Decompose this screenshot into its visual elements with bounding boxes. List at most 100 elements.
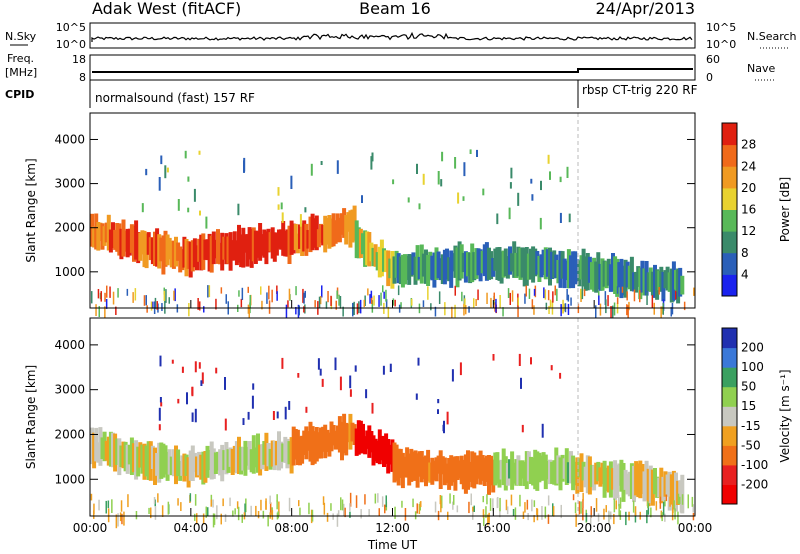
data-cell: [390, 251, 395, 289]
data-cell: [468, 252, 473, 284]
data-cell: [190, 445, 195, 481]
data-cell: [606, 258, 611, 286]
speckle: [590, 506, 592, 518]
speckle: [173, 290, 175, 301]
speckle: [367, 288, 369, 296]
speckle: [580, 288, 582, 299]
data-cell: [560, 454, 565, 482]
data-cell: [623, 469, 628, 490]
speckle: [276, 494, 278, 503]
data-cell: [424, 249, 428, 284]
speckle: [336, 290, 338, 299]
speckle: [249, 295, 251, 309]
speckle: [341, 499, 344, 511]
upper-echo: [392, 179, 395, 185]
data-cell: [178, 246, 183, 273]
upper-echo: [201, 372, 204, 384]
data-cell: [535, 451, 540, 491]
upper-echo: [193, 188, 196, 202]
speckle: [616, 297, 619, 304]
upper-echo: [242, 418, 245, 425]
upper-echo: [530, 357, 532, 365]
data-cell: [678, 267, 683, 297]
data-cell: [153, 231, 157, 266]
data-cell: [174, 236, 178, 267]
speckle: [659, 496, 662, 509]
speckle: [499, 295, 501, 309]
speckle: [598, 295, 600, 305]
speckle: [519, 494, 521, 507]
data-cell: [136, 232, 141, 264]
data-cell: [180, 455, 185, 476]
colorbar-cell: [722, 464, 737, 485]
data-cell: [457, 460, 462, 479]
data-cell: [680, 474, 685, 514]
near-range-speckle: [91, 149, 695, 320]
data-cell: [218, 449, 223, 476]
data-cell: [205, 445, 210, 478]
speckle: [671, 507, 674, 521]
speckle: [276, 500, 278, 510]
data-cell: [671, 470, 676, 507]
speckle: [93, 503, 95, 514]
data-cell: [361, 423, 365, 454]
y-tick-label: 4000: [54, 132, 85, 146]
speckle: [165, 289, 167, 303]
speckle: [358, 301, 360, 314]
data-cell: [379, 435, 384, 461]
data-cell: [127, 228, 132, 256]
data-cell: [344, 215, 349, 245]
speckle: [377, 493, 379, 503]
data-cell: [312, 218, 317, 248]
speckle: [693, 287, 695, 296]
data-cell: [184, 454, 189, 476]
speckle: [241, 287, 244, 300]
speckle: [311, 509, 314, 517]
station-title: Adak West (fitACF): [92, 0, 241, 18]
upper-echo: [521, 424, 524, 433]
data-cell: [251, 435, 256, 474]
speckle: [207, 285, 209, 298]
speckle: [472, 506, 474, 515]
data-cell: [319, 427, 323, 459]
speckle: [352, 302, 354, 317]
upper-echo: [440, 179, 443, 187]
data-cell: [442, 249, 447, 285]
speckle: [581, 285, 584, 300]
speckle: [349, 503, 351, 511]
data-cell: [451, 457, 456, 483]
data-cell: [487, 455, 491, 495]
speckle: [378, 295, 380, 307]
upper-echo: [454, 157, 457, 169]
data-cell: [310, 213, 315, 251]
colorbar-cell: [722, 252, 737, 275]
speckle: [524, 293, 526, 304]
speckle: [109, 286, 111, 298]
data-cell: [245, 446, 250, 466]
freq-trace: [92, 68, 693, 73]
speckle: [438, 291, 441, 304]
speckle: [268, 300, 271, 314]
speckle: [547, 495, 550, 506]
data-cell: [600, 462, 605, 485]
speckle: [148, 507, 150, 514]
data-cell: [667, 471, 672, 511]
data-cell: [203, 451, 208, 483]
colorbar-tick-label: 50: [741, 380, 756, 394]
data-cell: [499, 251, 504, 284]
speckle: [545, 302, 548, 310]
data-cell: [262, 229, 267, 258]
data-cell: [592, 465, 597, 491]
data-cell: [316, 229, 321, 248]
data-cell: [478, 249, 483, 282]
speckle: [240, 298, 243, 308]
data-cell: [405, 447, 410, 478]
upper-echo: [252, 383, 255, 390]
speckle: [531, 299, 534, 310]
data-cell: [285, 229, 290, 257]
data-cell: [470, 451, 475, 488]
upper-echo: [336, 160, 339, 174]
upper-echo: [215, 367, 218, 374]
data-cell: [281, 443, 286, 462]
data-cell: [640, 464, 645, 494]
